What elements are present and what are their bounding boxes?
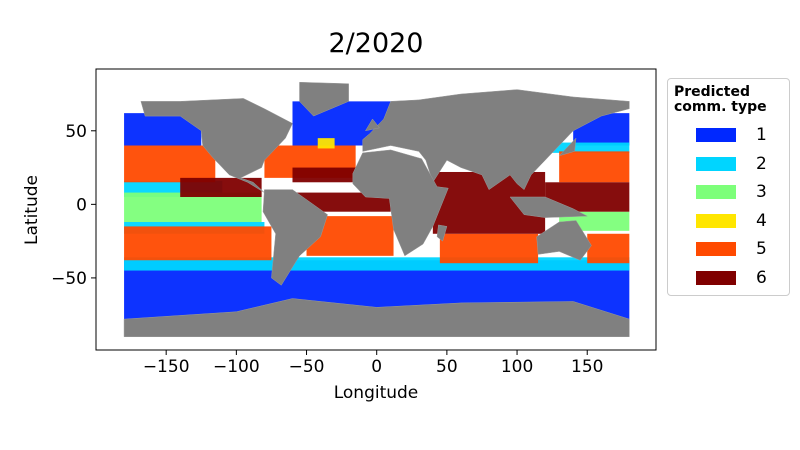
land <box>536 220 592 261</box>
land <box>364 118 380 132</box>
x-tick-label: 0 <box>371 357 382 377</box>
legend-title: Predicted comm. type <box>674 84 767 115</box>
y-tick-label: 0 <box>76 195 87 215</box>
x-tick-label: −100 <box>213 357 260 377</box>
legend-swatch <box>696 128 736 143</box>
community-patch <box>545 142 630 153</box>
legend-entry: 6 <box>674 264 783 293</box>
x-tick-label: 100 <box>501 357 533 377</box>
x-axis-label: Longitude <box>334 383 419 403</box>
legend-label: 4 <box>756 210 767 231</box>
y-axis-label: Latitude <box>22 175 42 245</box>
community-patch <box>124 192 262 223</box>
x-tick-label: 50 <box>436 357 458 377</box>
community-patch <box>292 167 363 183</box>
legend-swatch <box>696 185 736 200</box>
legend-swatch <box>696 156 736 171</box>
community-patch <box>124 226 272 261</box>
legend-label: 2 <box>756 153 767 174</box>
community-patch <box>559 151 630 183</box>
legend-swatch <box>696 213 736 228</box>
land <box>558 137 577 157</box>
legend-label: 6 <box>756 267 767 288</box>
legend-entry: 2 <box>674 150 783 179</box>
map-area <box>123 81 630 338</box>
land <box>123 298 630 338</box>
legend-swatch <box>696 242 736 257</box>
y-tick-label: −50 <box>51 269 87 289</box>
land <box>362 89 630 191</box>
legend-swatch <box>696 270 736 285</box>
legend-entry: 4 <box>674 207 783 236</box>
y-tick-label: 50 <box>65 122 87 142</box>
x-tick-label: −150 <box>143 357 190 377</box>
legend-label: 3 <box>756 182 767 203</box>
community-patch <box>317 138 335 149</box>
land <box>352 149 449 257</box>
legend-label: 1 <box>756 125 767 146</box>
community-patch <box>439 233 539 264</box>
legend-entry: 3 <box>674 178 783 207</box>
legend-entry: 1 <box>674 121 783 150</box>
community-patch <box>587 233 630 264</box>
community-patch <box>180 177 262 197</box>
community-patch <box>124 145 216 183</box>
chart-title: 2/2020 <box>329 28 424 59</box>
land <box>509 196 589 218</box>
land <box>299 81 349 117</box>
land <box>140 98 293 193</box>
legend: Predicted comm. type 1 2 3 4 5 6 <box>667 78 790 296</box>
axes-frame <box>95 68 657 351</box>
x-tick-label: −50 <box>289 357 325 377</box>
legend-label: 5 <box>756 239 767 260</box>
land <box>262 189 328 286</box>
land <box>436 224 448 242</box>
x-tick-label: 150 <box>571 357 603 377</box>
legend-entry: 5 <box>674 235 783 264</box>
